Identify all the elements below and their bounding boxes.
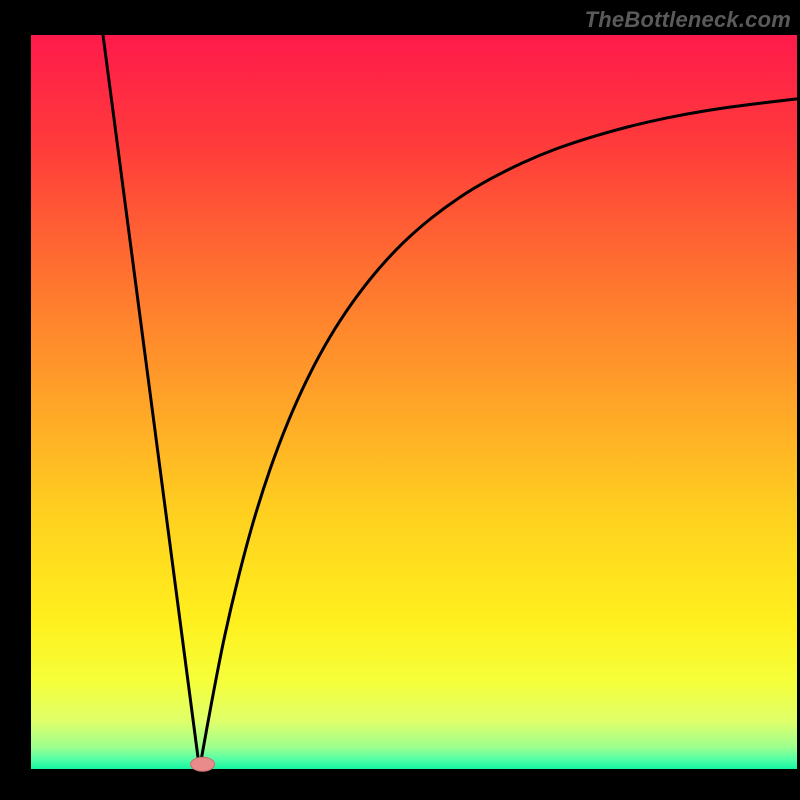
watermark-text: TheBottleneck.com bbox=[585, 7, 791, 33]
bottleneck-curve bbox=[0, 0, 800, 800]
chart-root: TheBottleneck.com bbox=[0, 0, 800, 800]
